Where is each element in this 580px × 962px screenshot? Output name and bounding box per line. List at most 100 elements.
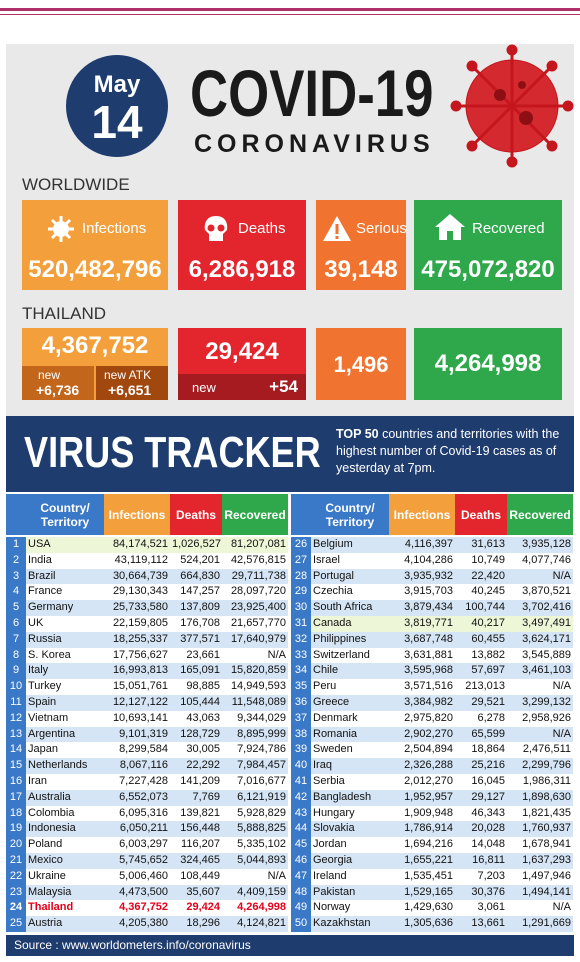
stat-box: Recovered 475,072,820	[414, 200, 562, 290]
table-cell: 176,708	[180, 617, 220, 629]
country: Indonesia	[28, 822, 76, 835]
table-cell: 2,975,820	[404, 711, 453, 724]
icon	[48, 216, 74, 242]
table-cell: 1,497,946	[522, 869, 571, 882]
new-value: +6,736	[36, 382, 80, 398]
column-header: Country/ Territory	[26, 494, 104, 535]
tracker-band: VIRUS TRACKER TOP 50 countries and terri…	[6, 416, 574, 492]
rank: 22	[6, 868, 26, 885]
table-cell: 4,473,500	[119, 885, 168, 898]
table-cell: 4,409,159	[237, 885, 286, 898]
table-cell: 40,245	[471, 585, 505, 598]
stat-box: Serious 39,148	[316, 200, 407, 290]
table-cell: 6,050,211	[119, 822, 168, 835]
table-cell: 29,130,343	[112, 585, 168, 598]
data-table: Country/ Territory Infections Deaths Recove…	[0, 494, 580, 934]
country: Germany	[28, 601, 74, 614]
country: Austria	[28, 917, 63, 930]
table-cell: 12,127,122	[112, 696, 168, 708]
table-cell: 3,935,128	[522, 538, 571, 550]
table-cell: 7,924,786	[237, 743, 286, 756]
table-row: 46 Georgia 1,655,221 16,811 1,637,293	[291, 853, 573, 869]
table-cell: 1,786,914	[404, 822, 453, 835]
table-cell: 98,885	[186, 680, 220, 693]
table-cell: 4,124,821	[237, 917, 286, 930]
table-cell: 1,535,451	[404, 869, 453, 882]
table-row: 29 Czechia 3,915,703 40,245 3,870,521	[291, 584, 573, 601]
table-cell: 10,693,141	[112, 711, 168, 724]
rank: 21	[6, 853, 26, 869]
table-row: 14 Japan 8,299,584 30,005 7,924,786	[6, 742, 288, 759]
rank: 49	[291, 900, 311, 917]
table-cell: 30,376	[471, 885, 505, 898]
country: Iran	[28, 775, 47, 787]
country: Colombia	[28, 806, 75, 819]
table-row: 31 Canada 3,819,771 40,217 3,497,491	[291, 616, 573, 632]
table-cell: 42,576,815	[230, 553, 286, 566]
table-row: 23 Malaysia 4,473,500 35,607 4,409,159	[6, 884, 288, 901]
column-header: Deaths	[170, 494, 222, 535]
rank: 24	[6, 900, 26, 917]
country: S. Korea	[28, 648, 71, 661]
country: Czechia	[313, 585, 353, 598]
table-cell: N/A	[267, 648, 286, 661]
table-row: 11 Spain 12,127,122 105,444 11,548,089	[6, 695, 288, 711]
table-cell: 213,013	[465, 680, 505, 693]
table-row: 2 India 43,119,112 524,201 42,576,815	[6, 552, 288, 569]
country: Russia	[28, 632, 62, 645]
table-row: 18 Colombia 6,095,316 139,821 5,928,829	[6, 805, 288, 822]
header-cell	[291, 494, 311, 535]
table-cell: 1,898,630	[522, 790, 571, 803]
header-cell	[6, 494, 26, 535]
rank: 5	[6, 600, 26, 616]
table-cell: 1,821,435	[522, 806, 571, 819]
table-cell: 81,207,081	[230, 538, 286, 550]
rank: 27	[291, 552, 311, 569]
table-cell: 1,909,948	[404, 806, 453, 819]
section-label: THAILAND	[22, 304, 107, 323]
table-row: 36 Greece 3,384,982 29,521 3,299,132	[291, 695, 573, 711]
country: UK	[28, 617, 44, 629]
table-cell: 18,864	[471, 743, 505, 756]
table-cell: 105,444	[180, 696, 220, 708]
table-row: 26 Belgium 4,116,397 31,613 3,935,128	[291, 537, 573, 553]
rank: 48	[291, 884, 311, 901]
subtitle: CORONAVIRUS	[194, 130, 435, 158]
rank: 17	[6, 789, 26, 806]
country: Brazil	[28, 569, 56, 582]
table-row: 6 UK 22,159,805 176,708 21,657,770	[6, 616, 288, 632]
stat-value: 29,424	[205, 338, 279, 365]
rank: 4	[6, 584, 26, 601]
country: Argentina	[28, 727, 76, 740]
table-row: 12 Vietnam 10,693,141 43,063 9,344,029	[6, 710, 288, 727]
rank: 3	[6, 568, 26, 585]
table-cell: 3,571,516	[404, 680, 453, 693]
virus-illustration	[450, 44, 574, 168]
table-cell: 324,465	[180, 854, 220, 866]
country: Malaysia	[28, 885, 72, 898]
icon	[435, 214, 465, 240]
table-cell: 3,461,103	[522, 664, 571, 677]
table-cell: 3,497,491	[522, 617, 571, 629]
country: Pakistan	[313, 885, 356, 898]
new-box: new +6,736	[22, 366, 94, 400]
table-cell: 147,257	[180, 585, 220, 598]
table-cell: 1,529,165	[404, 885, 453, 898]
table-row: 32 Philippines 3,687,748 60,455 3,624,171	[291, 631, 573, 648]
table-cell: 29,711,738	[231, 569, 286, 582]
table-cell: 3,595,968	[404, 664, 453, 677]
table-row: 5 Germany 25,733,580 137,809 23,925,400	[6, 600, 288, 616]
table-cell: 40,217	[471, 617, 505, 629]
table-cell: 16,993,813	[112, 664, 168, 677]
table-cell: 29,521	[471, 696, 505, 708]
table-cell: 100,744	[465, 601, 505, 614]
country: Thailand	[28, 901, 74, 914]
country: USA	[28, 538, 51, 550]
table-cell: 1,986,311	[522, 775, 571, 787]
table-row: 21 Mexico 5,745,652 324,465 5,044,893	[6, 853, 288, 869]
table-row: 17 Australia 6,552,073 7,769 6,121,919	[6, 789, 288, 806]
table-cell: 43,119,112	[114, 553, 168, 566]
table-cell: 15,820,859	[230, 664, 286, 677]
country: Romania	[313, 727, 358, 740]
